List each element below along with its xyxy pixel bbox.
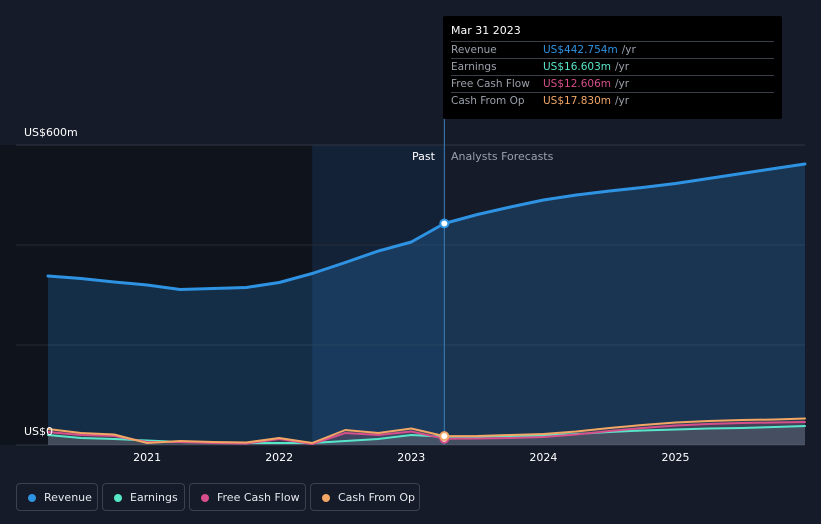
earnings-legend-dot-icon xyxy=(114,494,122,502)
legend-label: Cash From Op xyxy=(338,491,416,504)
tooltip-label: Earnings xyxy=(451,61,497,73)
legend-label: Earnings xyxy=(130,491,178,504)
tooltip-value: US$16.603m/yr xyxy=(543,61,630,73)
tooltip-value: US$12.606m/yr xyxy=(543,78,630,90)
x-tick-label: 2023 xyxy=(397,451,426,464)
earnings-area xyxy=(48,426,805,445)
legend-item-cash-from-op[interactable]: Cash From Op xyxy=(310,483,420,511)
x-tick-label: 2021 xyxy=(133,451,162,464)
tooltip-row-free-cash-flow: Free Cash Flow US$12.606m/yr xyxy=(451,75,774,93)
tooltip-row-earnings: Earnings US$16.603m/yr xyxy=(451,58,774,76)
tooltip: Mar 31 2023 Revenue US$442.754m/yr Earni… xyxy=(443,16,782,119)
highlight-band xyxy=(312,145,445,445)
revenue-area xyxy=(48,164,805,445)
cash-from-op-line xyxy=(47,417,806,444)
cash-from-op-marker xyxy=(439,431,450,442)
x-tick-label: 2024 xyxy=(529,451,558,464)
revenue-legend-dot-icon xyxy=(28,494,36,502)
x-tick-label: 2025 xyxy=(661,451,690,464)
free-cash-flow-legend-dot-icon xyxy=(201,494,209,502)
tooltip-label: Revenue xyxy=(451,44,497,56)
tooltip-label: Cash From Op xyxy=(451,95,525,107)
past-label: Past xyxy=(412,150,435,163)
cash-from-op-area xyxy=(48,418,805,445)
legend-item-earnings[interactable]: Earnings xyxy=(102,483,185,511)
legend-item-free-cash-flow[interactable]: Free Cash Flow xyxy=(189,483,306,511)
revenue-line xyxy=(46,162,807,291)
forecast-label: Analysts Forecasts xyxy=(451,150,554,163)
tooltip-label: Free Cash Flow xyxy=(451,78,530,90)
tooltip-row-cash-from-op: Cash From Op US$17.830m/yr xyxy=(451,92,774,110)
y-axis-top-label: US$600m xyxy=(24,126,78,139)
tooltip-date: Mar 31 2023 xyxy=(451,24,521,37)
cash-from-op-legend-dot-icon xyxy=(322,494,330,502)
legend-item-revenue[interactable]: Revenue xyxy=(16,483,98,511)
revenue-marker xyxy=(439,218,450,229)
y-axis-bottom-label: US$0 xyxy=(24,425,54,438)
legend-label: Revenue xyxy=(44,491,92,504)
tooltip-row-revenue: Revenue US$442.754m/yr xyxy=(451,41,774,59)
tooltip-value: US$17.830m/yr xyxy=(543,95,630,107)
x-tick-label: 2022 xyxy=(265,451,294,464)
tooltip-value: US$442.754m/yr xyxy=(543,44,636,56)
free-cash-flow-area xyxy=(48,422,805,445)
legend-label: Free Cash Flow xyxy=(217,491,300,504)
